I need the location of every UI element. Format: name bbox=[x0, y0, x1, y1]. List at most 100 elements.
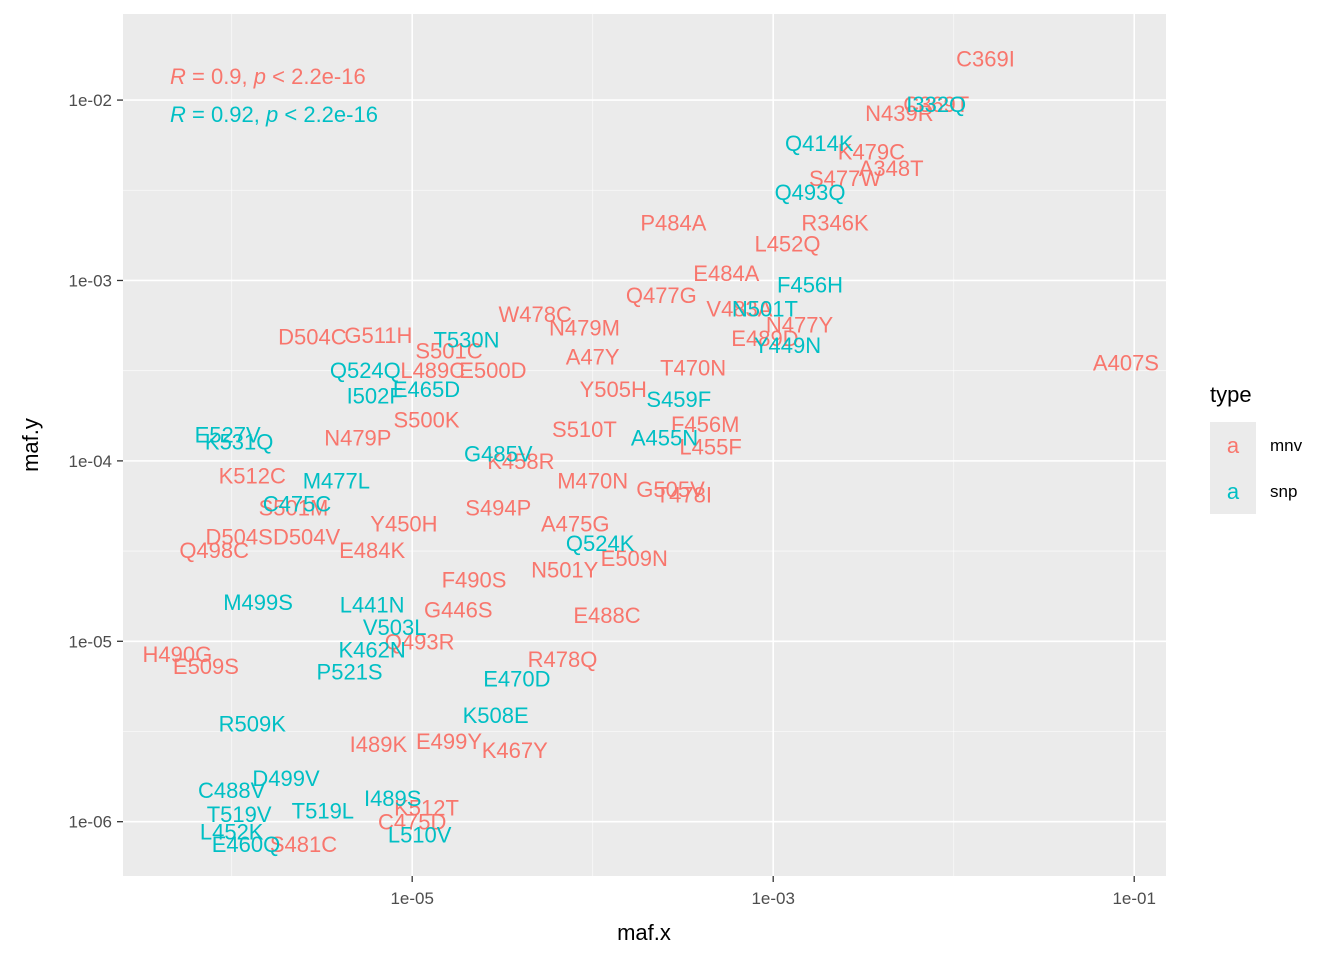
point-label-mnv: H490G bbox=[142, 642, 212, 667]
point-label-mnv: G505V bbox=[636, 477, 705, 502]
point-label-snp: D499V bbox=[252, 766, 320, 791]
point-label-mnv: M470N bbox=[557, 468, 628, 493]
point-label-mnv: N501Y bbox=[531, 557, 599, 582]
legend-label-mnv: mnv bbox=[1270, 436, 1303, 455]
point-label-mnv: K479C bbox=[838, 139, 905, 164]
point-label-mnv: R478Q bbox=[528, 647, 598, 672]
point-label-snp: N501T bbox=[732, 296, 798, 321]
point-label-mnv: K512C bbox=[219, 463, 286, 488]
point-label-mnv: S510T bbox=[552, 417, 617, 442]
point-label-mnv: A475G bbox=[541, 511, 610, 536]
y-tick-label: 1e-05 bbox=[69, 632, 112, 651]
point-label-snp: M499S bbox=[223, 590, 293, 615]
point-label-snp: P521S bbox=[317, 660, 383, 685]
point-label-snp: F456H bbox=[777, 272, 843, 297]
point-label-mnv: F456M bbox=[671, 412, 739, 437]
point-label-mnv: A407S bbox=[1093, 351, 1159, 376]
point-label-snp: L441N bbox=[340, 592, 405, 617]
point-label-snp: T530N bbox=[433, 328, 499, 353]
point-label-mnv: Y505H bbox=[580, 377, 647, 402]
point-label-mnv: A348T bbox=[859, 156, 924, 181]
point-label-snp: E460Q bbox=[212, 832, 281, 857]
axes: 1e-05 1e-03 1e-01 1e-06 1e-05 1e-04 1e-03 1e-02 bbox=[69, 91, 1156, 908]
point-label-mnv: S501C bbox=[415, 338, 482, 363]
point-label-mnv: Y450H bbox=[370, 511, 437, 536]
point-label-mnv: C369I bbox=[956, 47, 1015, 72]
correlation-annotations: R = 0.9, p < 2.2e-16 R = 0.92, p < 2.2e-1… bbox=[170, 64, 378, 127]
point-label-mnv: G446S bbox=[424, 598, 493, 623]
point-label-snp: A455N bbox=[631, 425, 698, 450]
point-label-snp: T519V bbox=[207, 802, 272, 827]
point-label-mnv: G511H bbox=[344, 323, 412, 348]
point-label-mnv: S501M bbox=[259, 496, 329, 521]
point-label-snp: S459F bbox=[646, 387, 711, 412]
point-label-mnv: E488C bbox=[573, 603, 640, 628]
point-label-mnv: S481C bbox=[270, 832, 337, 857]
point-label-mnv: E499Y bbox=[416, 729, 482, 754]
correlation-text-snp: R = 0.92, p < 2.2e-16 bbox=[170, 102, 378, 127]
legend-glyph-snp: a bbox=[1227, 479, 1240, 504]
legend: type a mnv a snp bbox=[1210, 382, 1303, 514]
point-label-mnv: N439R bbox=[865, 101, 933, 126]
x-tick-label: 1e-01 bbox=[1112, 889, 1155, 908]
point-label-snp: Q414K bbox=[785, 131, 854, 156]
x-tick-label: 1e-03 bbox=[751, 889, 794, 908]
point-label-snp: I332Q bbox=[906, 92, 966, 117]
point-label-mnv: E484A bbox=[693, 261, 759, 286]
point-label-mnv: P484A bbox=[640, 210, 706, 235]
point-label-mnv: E500D bbox=[459, 358, 526, 383]
plot-panel bbox=[123, 14, 1166, 876]
point-label-snp: R509K bbox=[219, 712, 287, 737]
y-tick-label: 1e-02 bbox=[69, 91, 112, 110]
grid-lines bbox=[123, 14, 1166, 876]
point-label-mnv: N479P bbox=[324, 425, 391, 450]
point-label-mnv: C369T bbox=[903, 92, 969, 117]
point-label-snp: C475C bbox=[263, 492, 332, 517]
legend-title: type bbox=[1210, 382, 1252, 407]
point-label-mnv: E509N bbox=[601, 546, 668, 571]
point-label-snp: K508E bbox=[463, 703, 529, 728]
point-label-mnv: Q477G bbox=[626, 283, 697, 308]
point-label-mnv: K458R bbox=[487, 449, 554, 474]
point-label-mnv: N477Y bbox=[766, 313, 834, 338]
point-label-mnv: T478I bbox=[656, 483, 712, 508]
point-label-snp: E527V bbox=[195, 423, 261, 448]
point-label-mnv: A47Y bbox=[566, 344, 620, 369]
legend-glyph-mnv: a bbox=[1227, 433, 1240, 458]
point-label-mnv: I489K bbox=[350, 732, 408, 757]
point-label-mnv: E489D bbox=[731, 326, 798, 351]
legend-key-mnv bbox=[1210, 422, 1256, 468]
point-label-snp: V503L bbox=[363, 615, 427, 640]
point-label-mnv: S477W bbox=[809, 166, 881, 191]
point-label-mnv: V483A bbox=[706, 296, 772, 321]
point-label-snp: Q524K bbox=[566, 531, 635, 556]
point-label-mnv: E509S bbox=[173, 654, 239, 679]
point-label-mnv: N479M bbox=[549, 315, 620, 340]
point-label-mnv: Q498C bbox=[179, 538, 249, 563]
point-label-snp: I502F bbox=[347, 384, 403, 409]
point-label-mnv: K467Y bbox=[482, 738, 548, 763]
point-label-snp: Q493Q bbox=[775, 180, 846, 205]
x-tick-label: 1e-05 bbox=[390, 889, 433, 908]
point-label-snp: C488V bbox=[198, 778, 266, 803]
point-label-snp: Q524Q bbox=[330, 358, 401, 383]
point-label-mnv: S494P bbox=[465, 496, 531, 521]
y-tick-label: 1e-04 bbox=[69, 452, 112, 471]
point-label-mnv: D504V bbox=[273, 525, 341, 550]
y-tick-label: 1e-06 bbox=[69, 813, 112, 832]
point-label-mnv: L452Q bbox=[754, 232, 820, 257]
point-label-mnv: T470N bbox=[660, 355, 726, 380]
point-label-mnv: C475D bbox=[378, 810, 446, 835]
point-label-snp: K462N bbox=[338, 638, 405, 663]
point-label-snp: I489S bbox=[364, 786, 422, 811]
legend-key-snp bbox=[1210, 468, 1256, 514]
point-label-mnv: L455F bbox=[679, 435, 741, 460]
y-tick-label: 1e-03 bbox=[69, 271, 112, 290]
point-label-mnv: S500K bbox=[393, 407, 459, 432]
x-axis-title: maf.x bbox=[617, 920, 671, 945]
y-axis-title: maf.y bbox=[18, 418, 43, 472]
point-label-mnv: D504C bbox=[278, 324, 347, 349]
point-label-snp: T519L bbox=[292, 799, 354, 824]
